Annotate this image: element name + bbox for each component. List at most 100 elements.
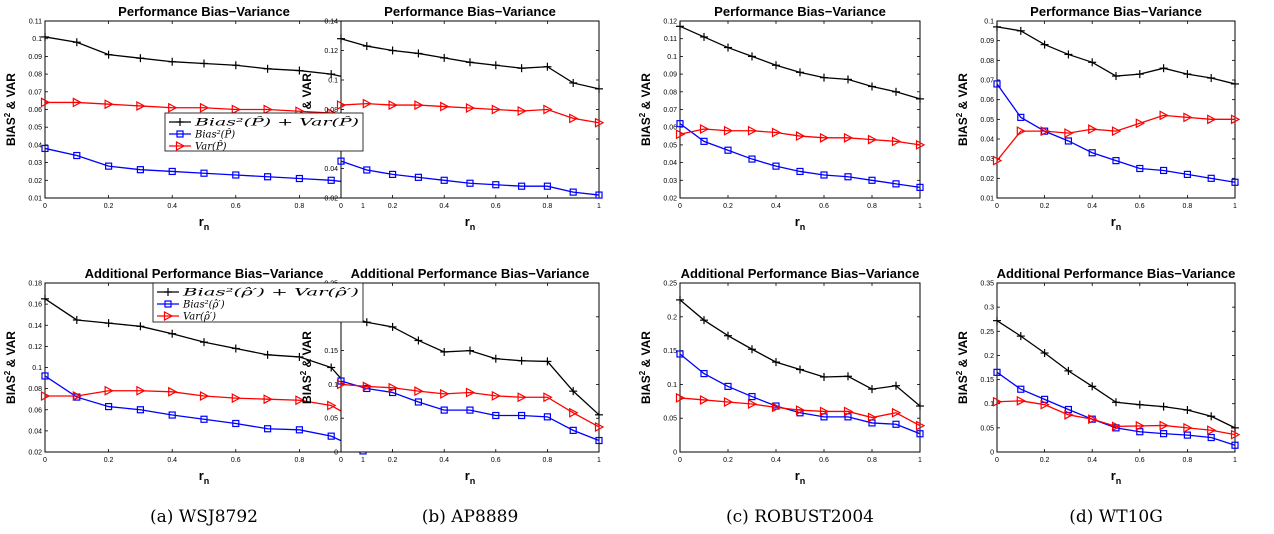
chart-title: Additional Performance Bias−Variance [85, 266, 324, 281]
data-point-triangle [543, 104, 553, 115]
data-point-triangle [1159, 110, 1169, 121]
y-tick-label: 0.03 [663, 178, 677, 185]
x-tick-label: 0.6 [1135, 457, 1145, 464]
data-point-triangle [569, 113, 579, 124]
y-tick-label: 0.12 [663, 19, 677, 26]
data-point-square [389, 170, 397, 178]
y-tick-label: 0.08 [663, 89, 677, 96]
series-line-bias [340, 380, 600, 442]
data-point-triangle [72, 97, 83, 108]
data-point-triangle [795, 131, 806, 142]
y-tick-label: 0.1 [32, 365, 42, 372]
x-tick-label: 1 [597, 203, 601, 210]
x-tick-label: 0.4 [771, 457, 781, 464]
data-point-square [595, 436, 603, 445]
series-line-var [45, 390, 364, 425]
data-point-triangle [569, 407, 579, 418]
x-axis-label-sub: n [800, 476, 806, 486]
data-point-triangle [819, 132, 830, 143]
y-tick-label: 0.1 [667, 382, 677, 389]
y-axis-label: BIAS2 & VAR [638, 331, 653, 404]
series-line-bias [679, 123, 921, 189]
data-point-square [1159, 166, 1168, 175]
y-tick-label: 0.2 [667, 314, 677, 321]
x-tick-label: 1 [1233, 457, 1237, 464]
data-point-square [569, 426, 577, 434]
x-tick-label: 0.2 [723, 457, 733, 464]
data-point-square [724, 382, 732, 391]
data-point-triangle [199, 102, 210, 113]
y-tick-label: 0.04 [663, 160, 677, 167]
data-point-square [517, 411, 526, 420]
chart-title: Performance Bias−Variance [714, 4, 886, 19]
plot-area [996, 20, 1236, 199]
data-point-triangle [1159, 420, 1169, 431]
data-point-triangle [491, 104, 502, 115]
data-point-triangle [1207, 114, 1217, 125]
y-tick-label: 0.05 [663, 416, 677, 423]
y-axis-label: BIAS2 & VAR [3, 331, 18, 404]
x-tick-label: 0.4 [1087, 457, 1097, 464]
x-tick-label: 0.2 [723, 203, 733, 210]
x-tick-label: 0.6 [1135, 203, 1145, 210]
data-point-triangle [168, 386, 178, 397]
data-point-triangle [675, 392, 686, 403]
x-tick-label: 0.4 [439, 203, 449, 210]
x-axis-label: rn [795, 468, 806, 486]
y-axis-label-text: BIAS [639, 375, 653, 404]
data-point-square [844, 173, 852, 181]
data-point-square [440, 406, 448, 414]
chart-4: Performance Bias−Variance 0.01 0.02 0.03 0.0… [955, 4, 1241, 232]
data-point-square [440, 176, 448, 184]
x-tick-label: 0 [339, 203, 343, 210]
series-line-var [45, 101, 364, 116]
x-tick-label: 0.2 [388, 457, 398, 464]
data-point-square [1064, 137, 1073, 145]
data-point-square [1231, 441, 1239, 449]
data-point-square [517, 182, 526, 190]
x-tick-label: 0.4 [167, 457, 177, 464]
y-axis-label: BIAS2 & VAR [638, 73, 653, 146]
data-point-triangle [891, 136, 902, 147]
series-line-var [996, 400, 1236, 436]
data-point-triangle [440, 101, 450, 112]
data-point-square [466, 406, 474, 414]
data-point-square [337, 157, 345, 165]
data-point-triangle [72, 391, 83, 402]
y-tick-label: 0.16 [28, 302, 42, 309]
data-point-triangle [723, 125, 734, 136]
y-tick-label: 0.18 [28, 281, 42, 288]
data-point-square [868, 176, 876, 184]
legend-label: Bias²(ρ̂′) [182, 300, 225, 311]
legend-label: Bias²(ρ̂′) + Var(ρ̂′) [181, 288, 359, 299]
y-axis-label-sup: 2 [955, 370, 964, 375]
x-tick-label: 0 [339, 457, 343, 464]
data-point-square [1231, 178, 1239, 186]
data-point-triangle [867, 134, 878, 145]
y-tick-label: 0.01 [980, 196, 994, 203]
data-point-triangle [771, 127, 782, 138]
data-point-square [492, 411, 500, 420]
data-point-triangle [543, 392, 553, 403]
data-point-square [569, 188, 577, 196]
data-point-triangle [136, 100, 146, 111]
data-point-triangle [295, 395, 305, 406]
y-axis-label-sup: 2 [3, 112, 12, 117]
data-point-triangle [336, 100, 347, 111]
x-axis-label-sub: n [470, 222, 476, 232]
x-tick-label: 0.2 [388, 203, 398, 210]
y-axis-label: BIAS2 & VAR [3, 73, 18, 146]
y-axis-label-rest: & VAR [4, 73, 18, 113]
data-point-triangle [1064, 128, 1074, 139]
chart-8: Additional Performance Bias−Variance 0 0.0… [955, 266, 1241, 486]
data-point-triangle [362, 381, 373, 392]
data-point-triangle [992, 396, 1003, 407]
data-point-square [363, 166, 371, 174]
data-point-square [232, 419, 240, 428]
y-tick-label: 0.08 [980, 58, 994, 65]
x-axis-label: rn [465, 214, 476, 232]
y-axis-label-sup: 2 [638, 112, 647, 117]
y-tick-label: 0.08 [28, 72, 42, 79]
data-point-triangle [891, 407, 902, 418]
y-tick-label: 0.07 [28, 89, 42, 96]
